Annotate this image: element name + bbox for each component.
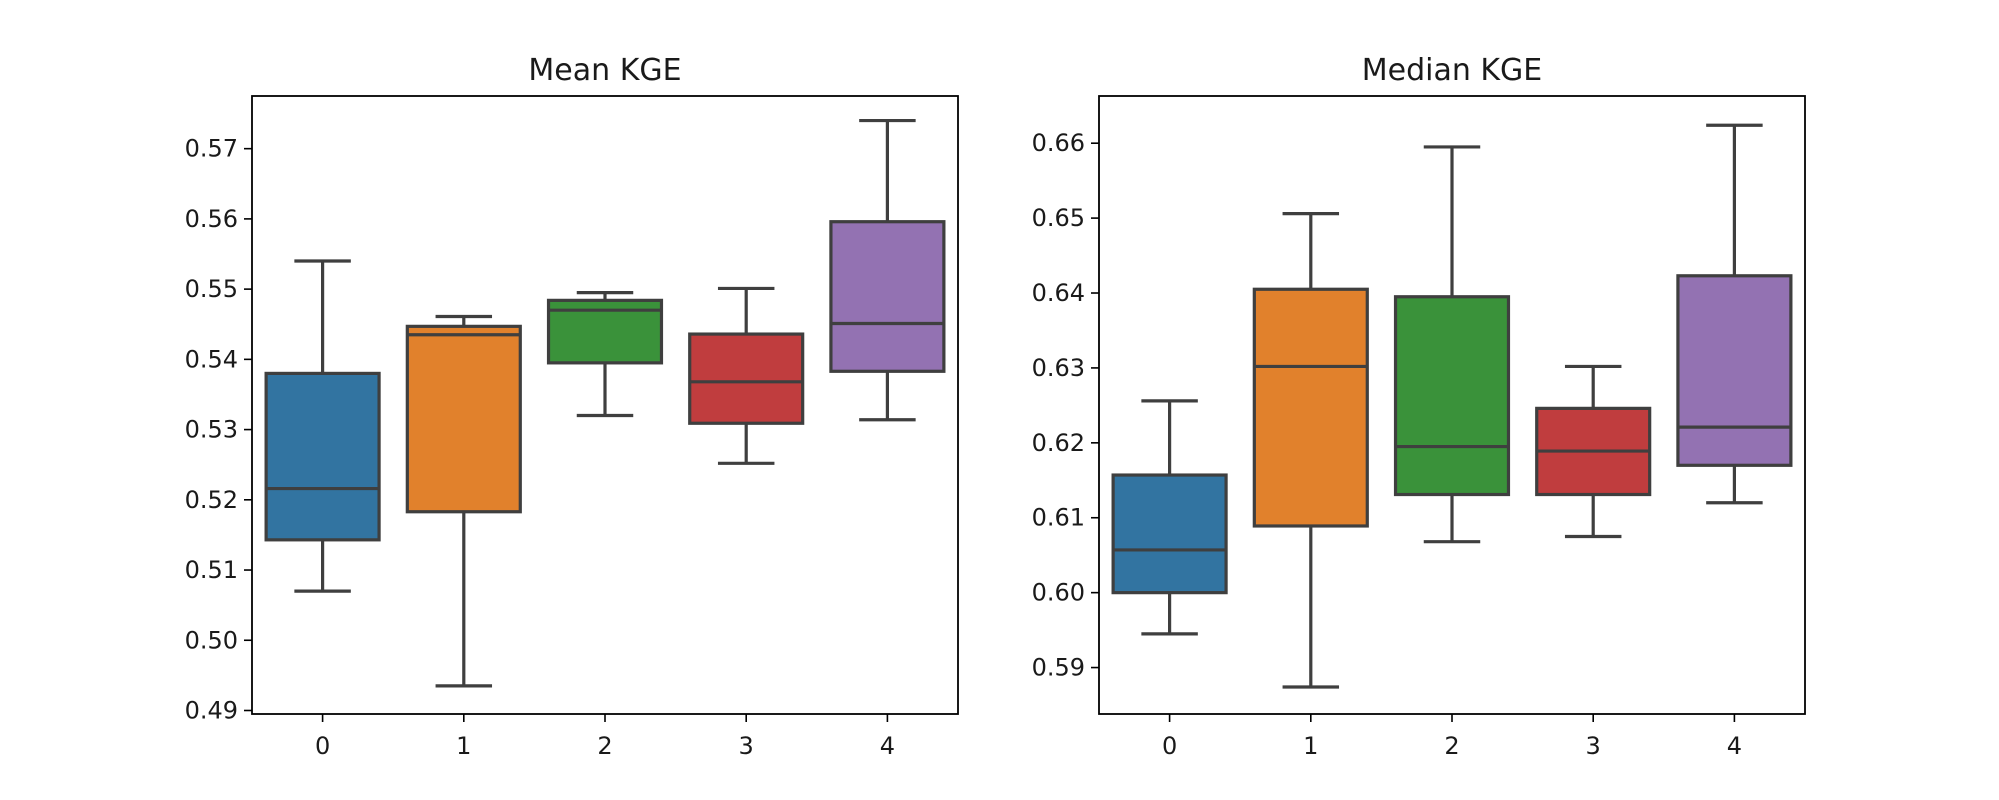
box-group-4 (829, 118, 946, 422)
chart-panel-0: Mean KGE 0.49 0.50 0.51 0.52 0.53 0.54 0.55 0.56… (185, 53, 959, 760)
axes-frame (251, 95, 959, 715)
box-body (1252, 287, 1369, 528)
y-tick-label: 0.57 (185, 135, 238, 163)
box-group-4 (1676, 123, 1793, 505)
x-tick-label: 1 (456, 732, 471, 760)
axes-frame (1098, 95, 1806, 715)
x-tick-label: 0 (1162, 732, 1177, 760)
y-tick-label: 0.49 (185, 696, 238, 724)
y-tick-label: 0.54 (185, 345, 238, 373)
box-group-2 (1393, 145, 1511, 544)
x-tick-label: 2 (1444, 732, 1459, 760)
box-group-0 (1111, 399, 1228, 636)
x-tick-label: 4 (1727, 732, 1742, 760)
y-tick-label: 0.61 (1032, 504, 1085, 532)
chart-title: Median KGE (1362, 53, 1543, 88)
box-group-1 (405, 314, 522, 688)
y-tick-label: 0.55 (185, 275, 238, 303)
box-body (1393, 295, 1511, 497)
box-group-3 (1535, 364, 1652, 539)
y-tick-label: 0.65 (1032, 204, 1085, 232)
y-tick-label: 0.62 (1032, 429, 1085, 457)
box-body (1676, 274, 1793, 467)
box-body (688, 332, 805, 425)
y-tick-label: 0.56 (185, 205, 238, 233)
box-group-3 (688, 286, 805, 465)
y-tick-label: 0.51 (185, 556, 238, 584)
box-group-0 (264, 259, 381, 593)
x-tick-label: 0 (315, 732, 330, 760)
y-tick-label: 0.59 (1032, 654, 1085, 682)
box-body (264, 371, 381, 542)
x-tick-label: 4 (880, 732, 895, 760)
y-tick-label: 0.53 (185, 416, 238, 444)
box-body (405, 324, 522, 514)
y-tick-label: 0.66 (1032, 129, 1085, 157)
y-tick-label: 0.50 (185, 626, 238, 654)
x-tick-label: 3 (739, 732, 754, 760)
box-body (1111, 473, 1228, 595)
chart-title: Mean KGE (528, 53, 681, 88)
y-tick-label: 0.63 (1032, 354, 1085, 382)
chart-panels: Mean KGE 0.49 0.50 0.51 0.52 0.53 0.54 0.55 0.56… (185, 53, 1806, 760)
y-tick-label: 0.64 (1032, 279, 1085, 307)
y-tick-label: 0.52 (185, 486, 238, 514)
box-body (829, 220, 946, 373)
x-tick-label: 3 (1586, 732, 1601, 760)
x-tick-label: 2 (597, 732, 612, 760)
box-group-1 (1252, 212, 1369, 689)
box-group-2 (546, 291, 664, 418)
y-tick-label: 0.60 (1032, 579, 1085, 607)
x-tick-label: 1 (1303, 732, 1318, 760)
chart-panel-1: Median KGE 0.59 0.60 0.61 0.62 0.63 0.64 0.65 0.… (1032, 53, 1806, 760)
